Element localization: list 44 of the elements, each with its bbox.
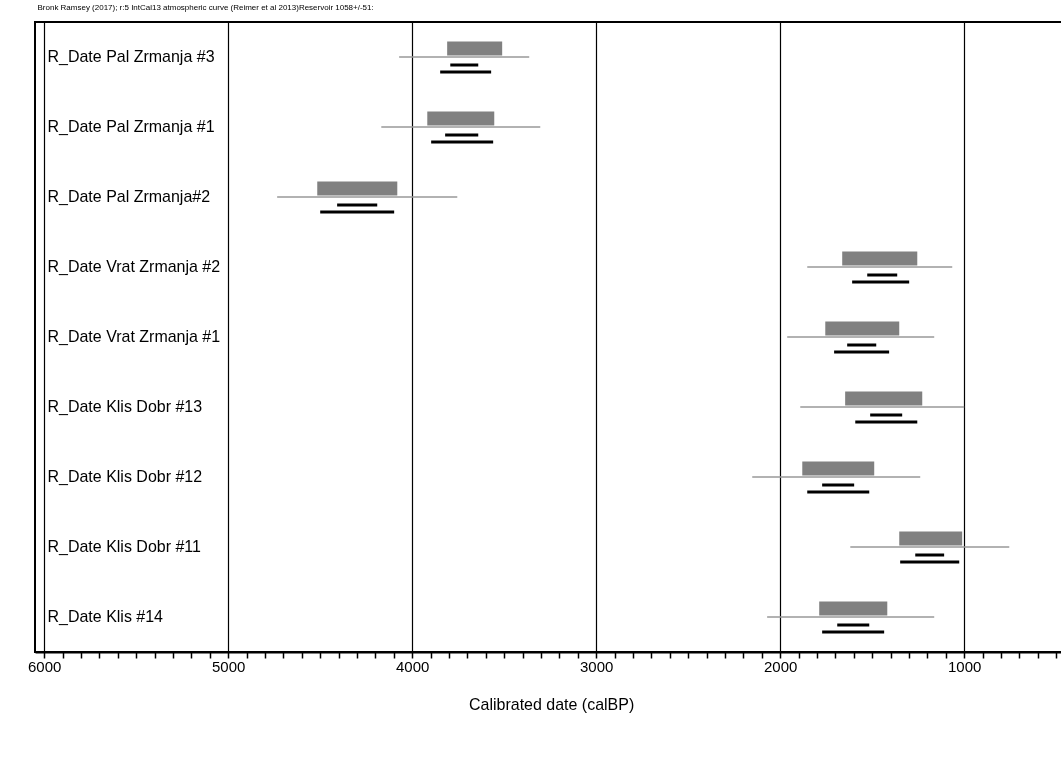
bar: [837, 623, 870, 627]
bar: [822, 630, 885, 634]
bar: [825, 321, 900, 336]
bar: [320, 210, 395, 214]
bar: [899, 531, 963, 546]
bar: [807, 490, 870, 494]
bar: [870, 413, 903, 417]
y-tick-label: R_Date Klis Dobr #13: [47, 398, 203, 416]
bar: [822, 483, 855, 487]
bar: [834, 350, 890, 354]
y-tick-label: R_Date Klis #14: [47, 608, 164, 626]
y-tick-label: R_Date Pal Zrmanja #3: [47, 48, 215, 66]
bar: [842, 251, 918, 266]
bar: [427, 111, 495, 126]
x-tick-label: 4000: [396, 658, 430, 676]
bar: [450, 63, 479, 67]
bar: [431, 140, 494, 144]
bar: [900, 560, 960, 564]
bar: [447, 41, 503, 56]
bar: [819, 601, 888, 616]
y-tick-label: R_Date Pal Zrmanja #1: [47, 118, 215, 136]
bar: [852, 280, 910, 284]
bar: [337, 203, 378, 207]
x-tick-label: 6000: [28, 658, 62, 676]
x-tick-label: 1000: [948, 658, 982, 676]
y-tick-label: R_Date Vrat Zrmanja #2: [47, 258, 221, 276]
x-tick-label: 5000: [212, 658, 246, 676]
x-axis-title: Calibrated date (calBP): [468, 696, 635, 714]
x-tick-label: 3000: [580, 658, 614, 676]
y-tick-label: R_Date Pal Zrmanja#2: [47, 188, 211, 206]
bar: [445, 133, 479, 137]
bar: [440, 70, 492, 74]
bar: [847, 343, 877, 347]
bar: [855, 420, 918, 424]
bar: [317, 181, 398, 196]
bar: [845, 391, 923, 406]
x-tick-label: 2000: [764, 658, 798, 676]
y-tick-label: R_Date Klis Dobr #12: [47, 468, 203, 486]
chart-title: Bronk Ramsey (2017); r:5 IntCal13 atmospheric curve (Reimer et al 2013)Reservoir 1058+/-51:: [37, 3, 374, 12]
bar: [802, 461, 875, 476]
y-tick-label: R_Date Vrat Zrmanja #1: [47, 328, 221, 346]
bar: [867, 273, 898, 277]
bar: [915, 553, 945, 557]
y-tick-label: R_Date Klis Dobr #11: [47, 538, 202, 556]
